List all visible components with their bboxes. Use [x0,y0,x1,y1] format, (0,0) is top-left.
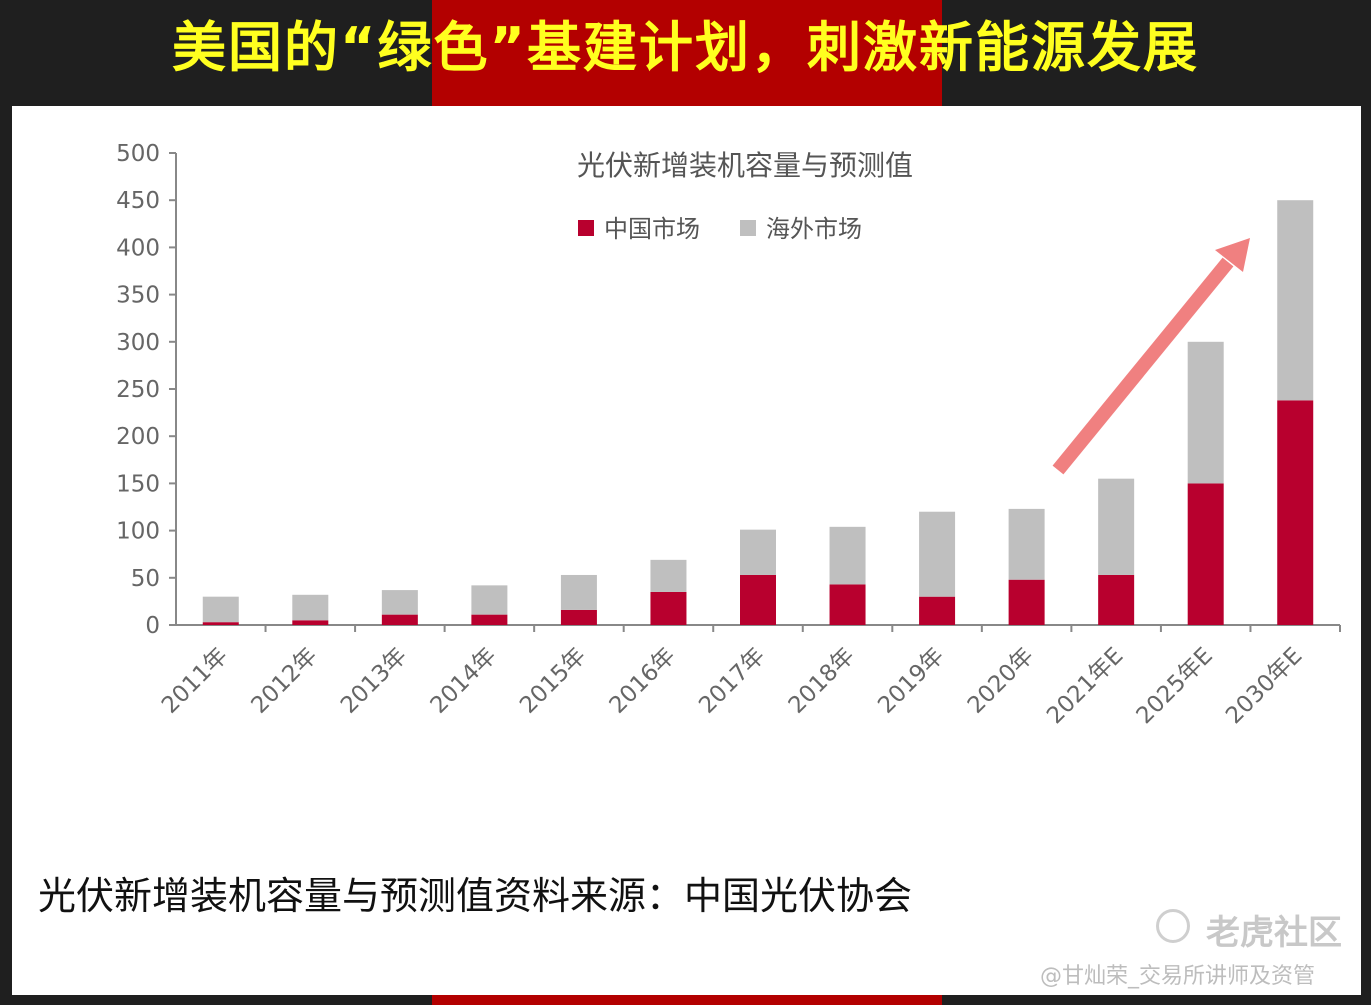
page-title: 美国的“绿色”基建计划，刺激新能源发展 [172,16,1199,79]
y-axis-ticks: 0 50 100 150 200 250 300 350 400 450 500 [116,141,176,639]
bar-china [1187,483,1224,625]
x-tick-label: 2025年E [1132,643,1218,729]
bar-overseas [650,559,687,592]
bar-china [471,614,508,625]
y-tick-label: 500 [116,141,160,167]
header-red-band [432,0,942,106]
bar-china [292,620,329,625]
x-tick-label: 2012年 [247,643,323,719]
x-tick-label: 2020年 [963,643,1039,719]
x-tick-label: 2014年 [426,643,502,719]
bar-overseas [560,574,597,610]
bar-overseas [740,529,776,575]
chart-panel [12,106,1361,995]
y-tick-label: 150 [116,471,160,497]
bar-overseas [1187,341,1224,484]
x-tick-label: 2017年 [694,643,770,719]
logo-circle-icon [1156,909,1190,943]
x-axis-ticks: 2011年 2012年 2013年 2014年 2015年 2016年 2017年 2018年… [157,625,1341,729]
logo-text: 老虎社区 [1206,913,1342,953]
arrow-shaft [1052,257,1234,475]
bar-overseas [202,596,239,623]
x-tick-label: 2011年 [157,643,233,719]
x-tick-label: 2015年 [515,643,591,719]
bar-china [381,614,418,625]
tiger-community-logo: 老虎社区 [1150,905,1350,955]
legend-label: 中国市场 [604,215,700,243]
x-tick-label: 2018年 [784,643,860,719]
source-caption: 光伏新增装机容量与预测值资料来源：中国光伏协会 [38,874,913,918]
x-tick-label: 2021年E [1042,643,1128,729]
bar-overseas [1098,478,1135,575]
bar-overseas [1008,508,1045,580]
legend-swatch [740,220,756,236]
bar-china [560,609,597,625]
chart-legend: 中国市场 海外市场 [578,215,862,243]
y-tick-label: 0 [145,613,160,639]
bar-overseas [829,526,866,585]
bars [202,200,1314,625]
footer-red-band [432,995,942,1005]
legend-swatch [578,220,594,236]
bar-overseas [1277,200,1314,401]
bar-china [202,622,239,625]
y-tick-label: 300 [116,330,160,356]
x-tick-label: 2019年 [873,643,949,719]
bar-china [919,596,956,625]
y-tick-label: 400 [116,235,160,261]
bar-china [1277,400,1314,625]
y-tick-label: 250 [116,377,160,403]
chart-title: 光伏新增装机容量与预测值 [577,149,913,182]
bar-overseas [919,511,956,597]
bar-overseas [471,585,508,615]
x-tick-label: 2016年 [605,643,681,719]
legend-label: 海外市场 [766,215,862,243]
bar-overseas [381,590,418,615]
bar-china [1008,579,1045,625]
y-tick-label: 50 [131,566,160,592]
arrow-head [1215,238,1250,272]
bar-china [1098,574,1135,625]
y-tick-label: 350 [116,283,160,309]
y-tick-label: 100 [116,519,160,545]
author-watermark: @甘灿荣_交易所讲师及资管 [1040,964,1316,989]
y-tick-label: 450 [116,188,160,214]
x-tick-label: 2013年 [336,643,412,719]
y-tick-label: 200 [116,424,160,450]
bar-china [740,574,776,625]
trend-arrow [1052,238,1250,475]
bar-china [650,591,687,625]
x-tick-label: 2030年E [1221,643,1307,729]
bar-overseas [292,594,329,621]
bar-china [829,584,866,625]
